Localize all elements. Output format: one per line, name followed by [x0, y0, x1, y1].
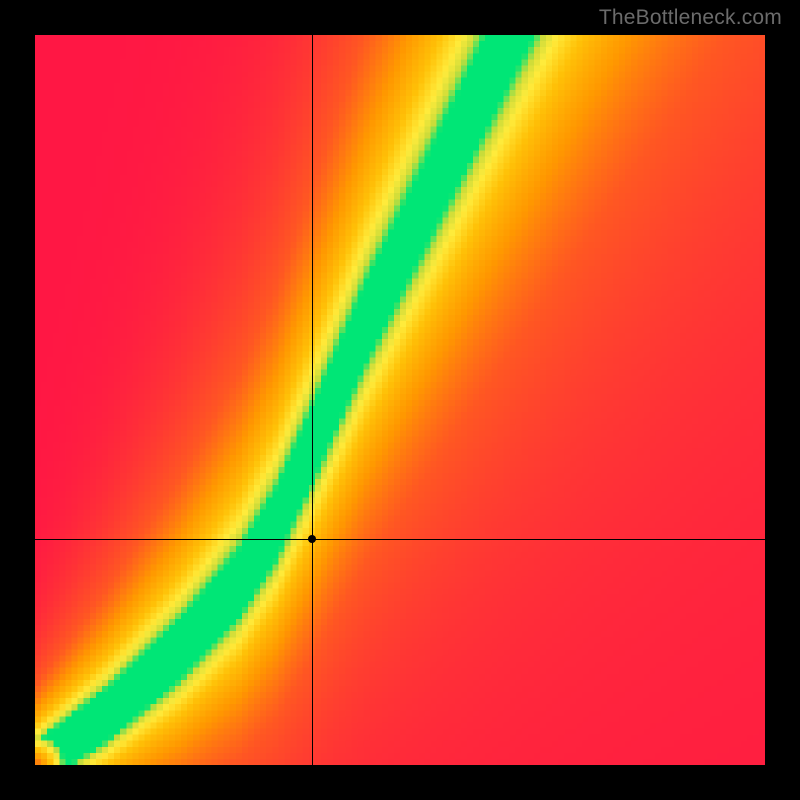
- crosshair-vertical: [312, 35, 313, 765]
- watermark-text: TheBottleneck.com: [599, 6, 782, 30]
- crosshair-horizontal: [35, 539, 765, 540]
- heatmap-canvas: [35, 35, 765, 765]
- crosshair-marker: [308, 535, 316, 543]
- heatmap-plot: [35, 35, 765, 765]
- chart-container: TheBottleneck.com: [0, 0, 800, 800]
